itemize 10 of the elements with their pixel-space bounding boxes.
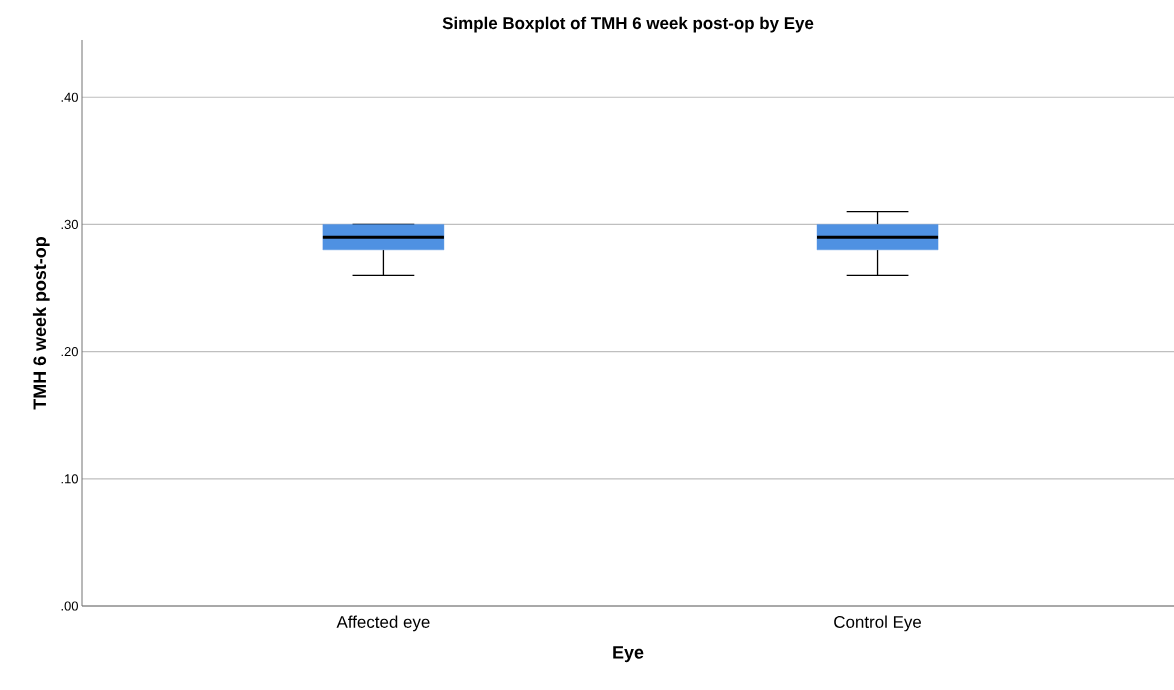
x-tick-label: Affected eye (336, 615, 430, 632)
y-tick-label: .40 (61, 92, 78, 102)
y-tick-label: .20 (61, 347, 78, 357)
x-tick-label: Control Eye (834, 615, 922, 632)
y-tick-label: .00 (61, 601, 78, 611)
y-axis-title: TMH 6 week post-op (32, 237, 50, 410)
y-tick-label: .10 (61, 474, 78, 484)
x-axis-title: Eye (613, 646, 644, 663)
chart-title: Simple Boxplot of TMH 6 week post-op by Eye (442, 16, 814, 33)
y-tick-label: .30 (61, 219, 78, 230)
